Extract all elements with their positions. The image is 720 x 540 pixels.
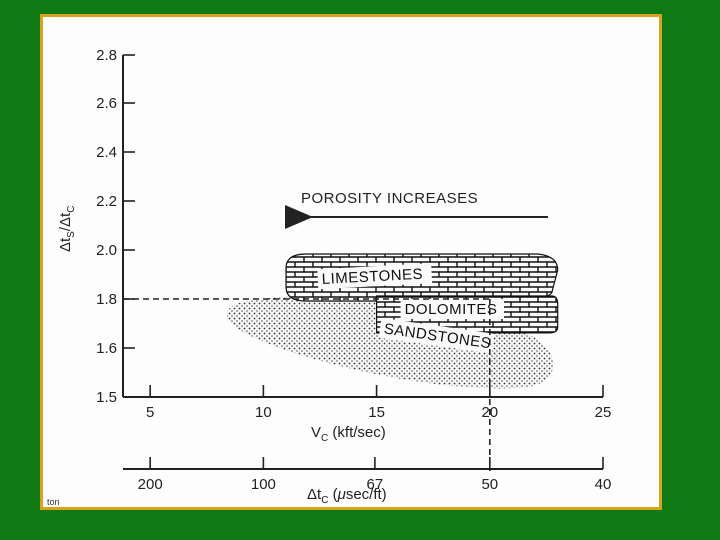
y-tick-label: 1.8 [96, 291, 117, 308]
dolomites-label: DOLOMITES [405, 301, 498, 318]
x-axis-title: VC (kft/sec) [311, 424, 386, 444]
x-tick-label: 10 [255, 404, 272, 421]
y-tick-label: 1.5 [96, 389, 117, 406]
y-tick-label: 2.0 [96, 242, 117, 259]
y-axis-title: ΔtS/ΔtC [57, 206, 77, 252]
x-tick-label: 5 [146, 404, 154, 421]
x-tick-label: 25 [595, 404, 612, 421]
x2-tick-label: 67 [367, 476, 384, 493]
x2-tick-label: 50 [481, 476, 498, 493]
y-tick-label: 2.2 [96, 193, 117, 210]
dolomites-label-bg [400, 299, 504, 319]
x2-tick-label: 200 [138, 476, 163, 493]
y-tick-label: 1.6 [96, 340, 117, 357]
sandstones-label-bg [378, 317, 495, 354]
slide-frame: LIMESTONES DOLOMITES SANDSTONES 1.5 1.6 1.8 2… [40, 14, 662, 510]
y-tick-label: 2.8 [96, 47, 117, 64]
y-tick-label: 2.6 [96, 95, 117, 112]
credit-text: ton [47, 497, 60, 507]
porosity-annotation: POROSITY INCREASES [301, 190, 478, 207]
limestones-label-bg [317, 263, 433, 290]
x-tick-label: 15 [368, 404, 385, 421]
y-tick-label: 2.4 [96, 144, 117, 161]
limestones-label: LIMESTONES [321, 266, 423, 288]
x2-tick-label: 40 [595, 476, 612, 493]
x2-axis-title: ΔtC (μsec/ft) [307, 486, 387, 506]
x2-tick-label: 100 [251, 476, 276, 493]
